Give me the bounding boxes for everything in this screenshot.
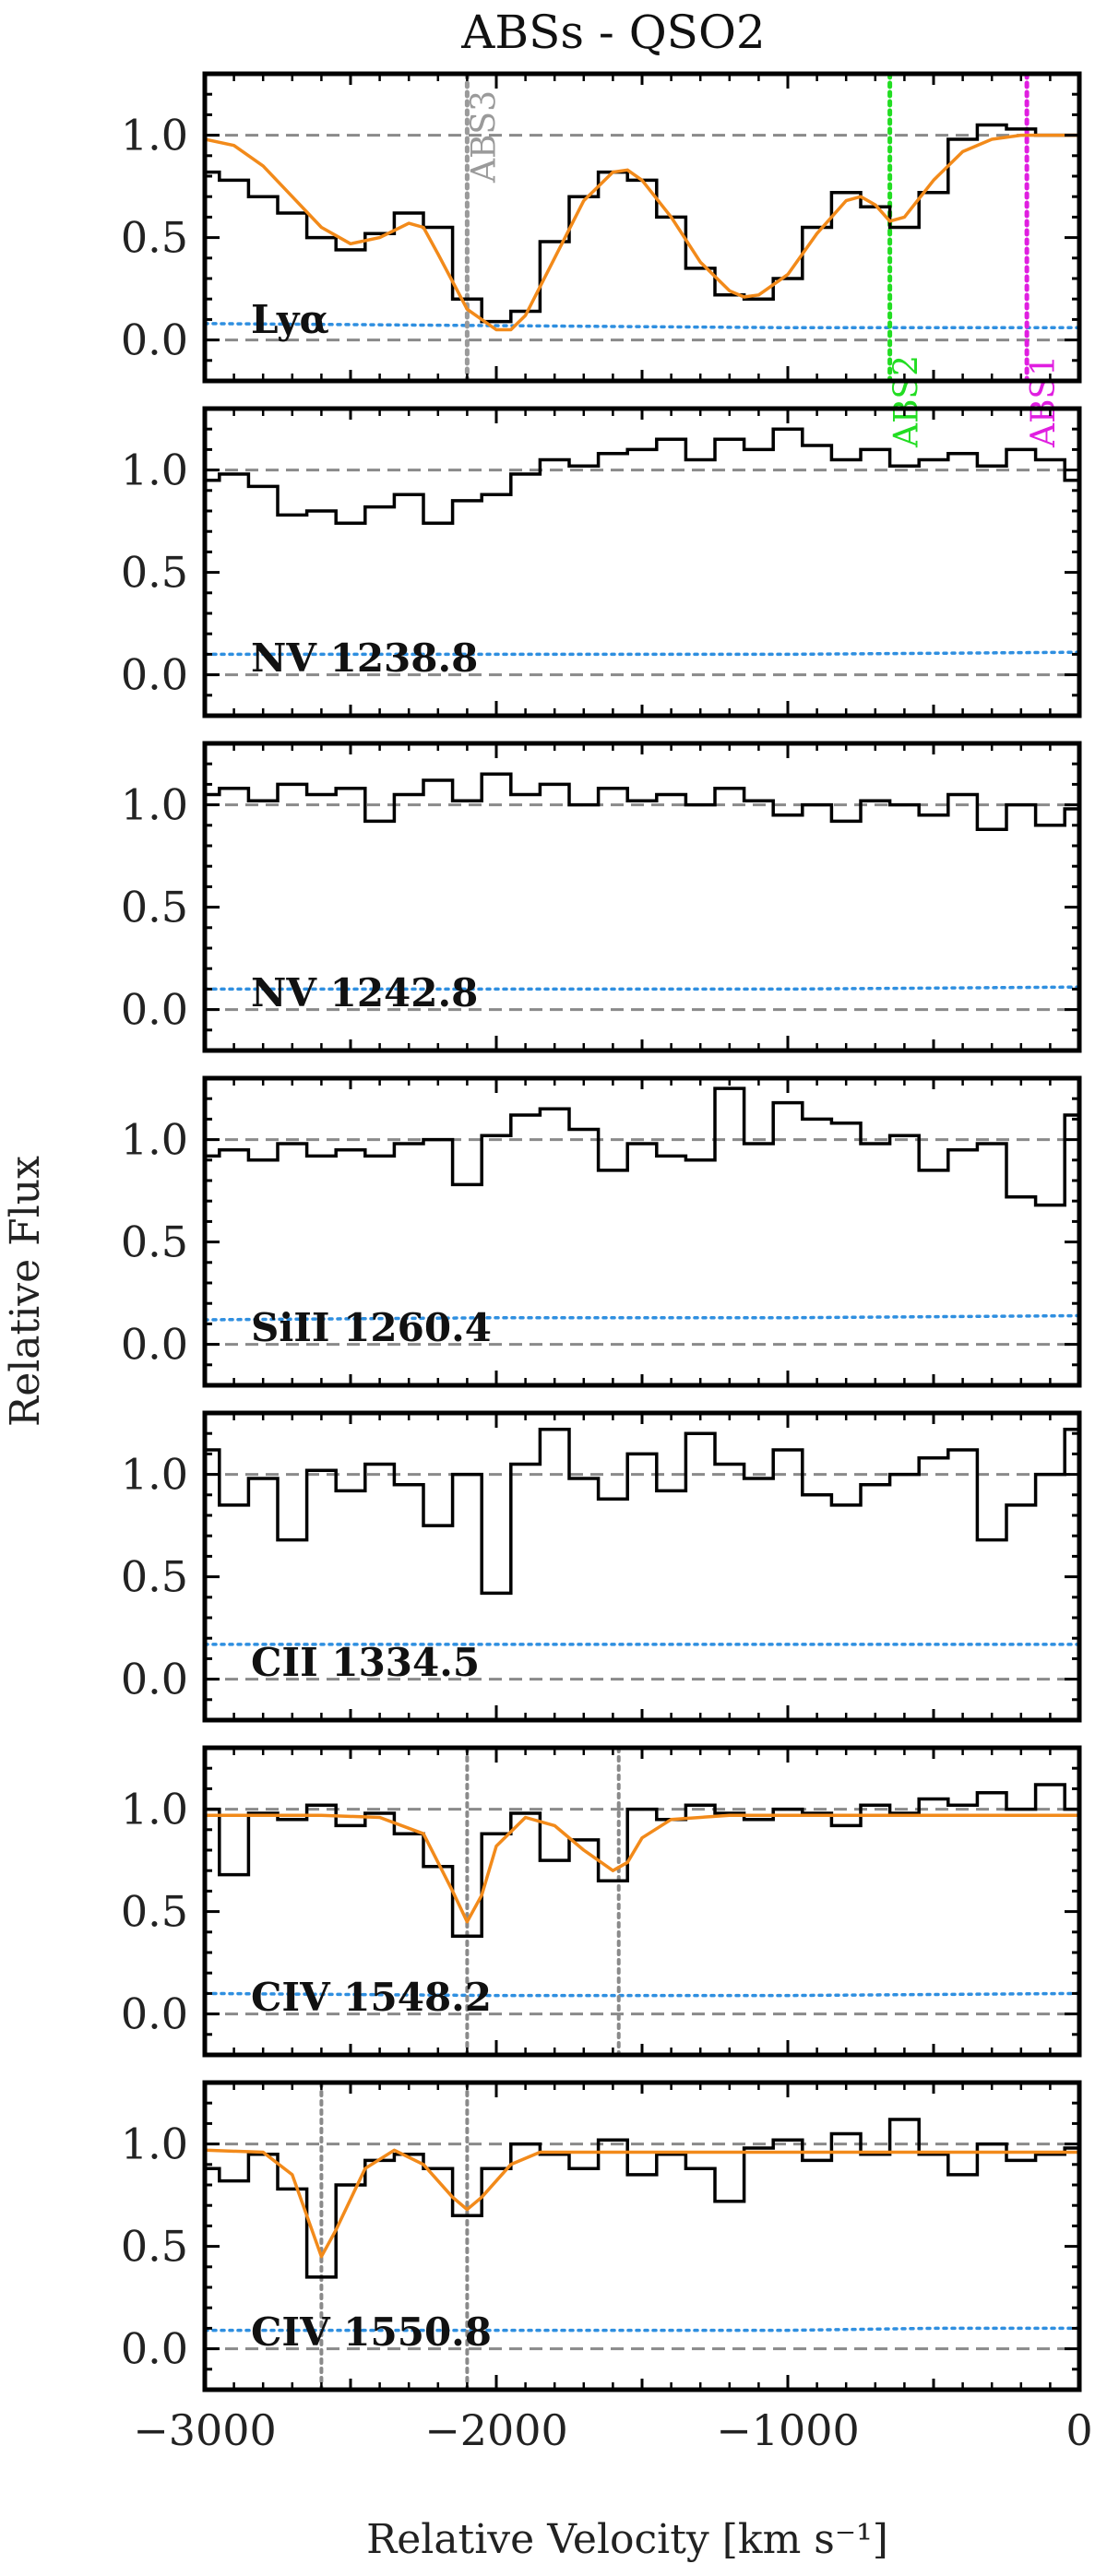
panel-plot-area [205, 2083, 1079, 2390]
y-tick-label: 0.5 [121, 213, 188, 263]
flux-spectrum-step [205, 772, 1079, 831]
flux-spectrum-step [205, 1783, 1079, 1938]
x-tick-label: −1000 [716, 2405, 860, 2455]
y-tick-label: 0.0 [121, 985, 188, 1035]
flux-spectrum-step [205, 427, 1079, 526]
y-tick-label: 0.0 [121, 1320, 188, 1370]
panel-plot-area [205, 427, 1079, 677]
x-tick-label: −3000 [133, 2405, 277, 2455]
ion-label: CIV 1550.8 [251, 2309, 492, 2355]
y-tick-label: 1.0 [121, 1785, 188, 1834]
x-tick-label: 0 [1065, 2405, 1092, 2455]
panel-5: CII 1334.5 0.0 0.5 1.0 [121, 1410, 1082, 1723]
ion-label: CIV 1548.2 [251, 1975, 492, 2020]
error-spectrum-line [205, 322, 1079, 330]
panel-1: ABS3 ABS2 ABS1 Lyα 0.0 0.5 1.0 [121, 71, 1082, 448]
y-axis-label: Relative Flux [2, 1156, 49, 1427]
y-tick-label: 0.0 [121, 2324, 188, 2374]
ion-label: Lyα [251, 297, 329, 342]
error-spectrum-line [205, 2326, 1079, 2333]
voigt-fit-line [205, 2148, 1079, 2259]
chart-title: ABSs - QSO2 [460, 6, 766, 59]
ion-label: NV 1238.8 [251, 635, 478, 681]
x-tick-label: −2000 [424, 2405, 568, 2455]
panel-frame [202, 71, 1082, 384]
y-tick-label: 0.5 [121, 883, 188, 932]
flux-spectrum-step [205, 123, 1079, 324]
y-tick-label: 0.0 [121, 315, 188, 365]
panel-6: CIV 1548.2 0.0 0.5 1.0 [121, 1745, 1082, 2058]
flux-spectrum-step [205, 1428, 1079, 1596]
y-tick-label: 0.0 [121, 1989, 188, 2039]
ion-label: NV 1242.8 [251, 970, 478, 1015]
y-tick-label: 1.0 [121, 1115, 188, 1165]
y-tick-label: 0.5 [121, 1217, 188, 1267]
panel-7: CIV 1550.8 0.0 0.5 1.0 −3000 −2000 −1000 0 [121, 2080, 1093, 2455]
y-tick-label: 0.0 [121, 1655, 188, 1704]
flux-spectrum-step [205, 1086, 1079, 1207]
y-tick-label: 0.0 [121, 650, 188, 700]
y-tick-label: 1.0 [121, 111, 188, 160]
absorber-label-abs3: ABS3 [465, 90, 503, 184]
y-tick-label: 0.5 [121, 548, 188, 598]
absorber-label-abs2: ABS2 [888, 355, 926, 448]
flux-spectrum-step [205, 2118, 1079, 2279]
y-tick-label: 1.0 [121, 445, 188, 495]
voigt-fit-line [205, 1813, 1079, 1924]
y-tick-label: 0.5 [121, 1552, 188, 1602]
y-tick-label: 1.0 [121, 2119, 188, 2169]
panel-plot-area [205, 1086, 1079, 1347]
panel-2: NV 1238.8 0.0 0.5 1.0 [121, 406, 1082, 718]
voigt-fit-line [205, 133, 1079, 332]
y-tick-label: 1.0 [121, 780, 188, 830]
panel-plot-area [205, 1428, 1079, 1681]
panel-plot-area [205, 772, 1079, 1012]
panel-3: NV 1242.8 0.0 0.5 1.0 [121, 741, 1082, 1053]
y-tick-label: 1.0 [121, 1450, 188, 1500]
y-tick-label: 0.5 [121, 1887, 188, 1937]
panel-4: SiII 1260.4 0.0 0.5 1.0 [121, 1075, 1082, 1388]
ion-label: CII 1334.5 [251, 1640, 480, 1685]
panels: ABS3 ABS2 ABS1 Lyα 0.0 0.5 1.0 NV 1238.8 0.0 0.5 1… [121, 71, 1093, 2455]
y-tick-label: 0.5 [121, 2222, 188, 2272]
absorber-label-abs1: ABS1 [1025, 355, 1063, 448]
ion-label: SiII 1260.4 [251, 1305, 492, 1350]
panel-plot-area [205, 1748, 1079, 2055]
x-axis-label: Relative Velocity [km s⁻¹] [366, 2516, 888, 2563]
panel-plot-area [205, 74, 1079, 381]
